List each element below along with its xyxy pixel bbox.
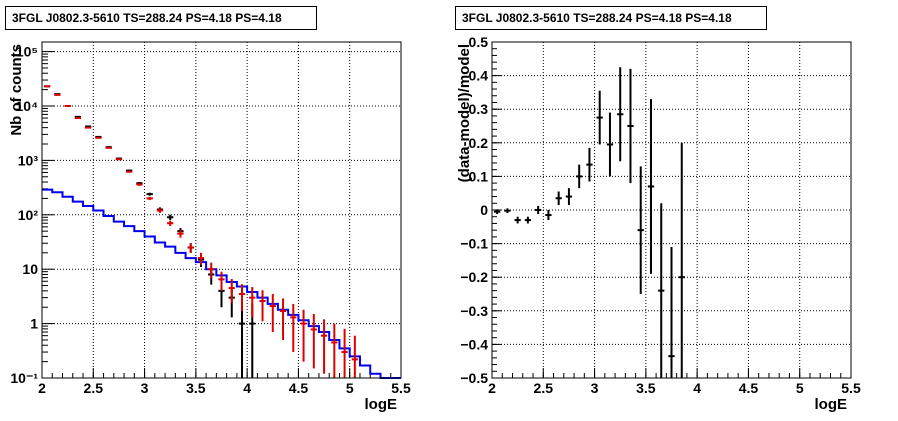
- y-tick-label: 0.2: [469, 135, 489, 151]
- x-tick-label: 2.5: [534, 380, 554, 396]
- x-tick-label: 3: [141, 380, 149, 396]
- x-tick-label: 5.5: [841, 380, 861, 396]
- y-tick-label: −0.1: [460, 236, 488, 252]
- y-tick-label: 0.4: [469, 68, 489, 84]
- x-tick-label: 3: [591, 380, 599, 396]
- x-tick-label: 4.5: [739, 380, 759, 396]
- x-axis-label: logE: [815, 396, 848, 413]
- counts-panel: 2 2.5 3 3.5 4 4.5 5 5.5 10⁻¹ 1 10 10² 10³ 10⁴ 10⁵ logE N…: [8, 41, 411, 413]
- x-tick-label: 5.5: [391, 380, 411, 396]
- residual-panel: 2 2.5 3 3.5 4 4.5 5 5.5 −0.5 −0.4 −0.3 −0.2 −0.1 0 0.1…: [456, 34, 861, 413]
- plot-frame: [41, 41, 402, 379]
- y-tick-label: 10⁴: [16, 98, 39, 114]
- y-tick-label: 0.3: [469, 101, 489, 117]
- y-tick-label: 10⁵: [16, 44, 38, 60]
- y-tick-label: 0.5: [469, 34, 489, 50]
- y-tick-label: 0.1: [469, 168, 489, 184]
- plot-frame: [491, 41, 852, 379]
- y-tick-label: 10: [22, 261, 38, 277]
- y-tick-label: 10⁻¹: [10, 370, 38, 386]
- x-tick-label: 2.5: [84, 380, 104, 396]
- y-axis-label: (data-model)/model: [456, 44, 473, 182]
- left-title: 3FGL J0802.3-5610 TS=288.24 PS=4.18 PS=4…: [12, 11, 282, 25]
- x-tick-label: 4: [693, 380, 701, 396]
- y-tick-label: −0.3: [460, 303, 488, 319]
- y-axis-label: Nb of counts: [8, 44, 25, 136]
- x-tick-label: 3.5: [186, 380, 206, 396]
- x-tick-label: 5: [796, 380, 804, 396]
- x-tick-label: 2: [38, 380, 46, 396]
- y-tick-label: 0: [480, 202, 488, 218]
- x-tick-label: 2: [488, 380, 496, 396]
- y-tick-label: −0.2: [460, 269, 488, 285]
- x-tick-label: 3.5: [636, 380, 656, 396]
- y-tick-label: −0.4: [460, 336, 488, 352]
- y-tick-label: 10³: [18, 152, 39, 168]
- model-step-line: [42, 188, 401, 379]
- right-title-box: 3FGL J0802.3-5610 TS=288.24 PS=4.18 PS=4…: [455, 6, 767, 30]
- x-tick-label: 4: [243, 380, 251, 396]
- left-title-box: 3FGL J0802.3-5610 TS=288.24 PS=4.18 PS=4…: [5, 6, 317, 30]
- x-axis-label: logE: [365, 396, 398, 413]
- y-tick-label: −0.5: [460, 370, 488, 386]
- y-tick-label: 1: [30, 316, 38, 332]
- right-title: 3FGL J0802.3-5610 TS=288.24 PS=4.18 PS=4…: [462, 11, 732, 25]
- x-tick-label: 5: [346, 380, 354, 396]
- x-tick-label: 4.5: [289, 380, 309, 396]
- y-tick-label: 10²: [18, 207, 39, 223]
